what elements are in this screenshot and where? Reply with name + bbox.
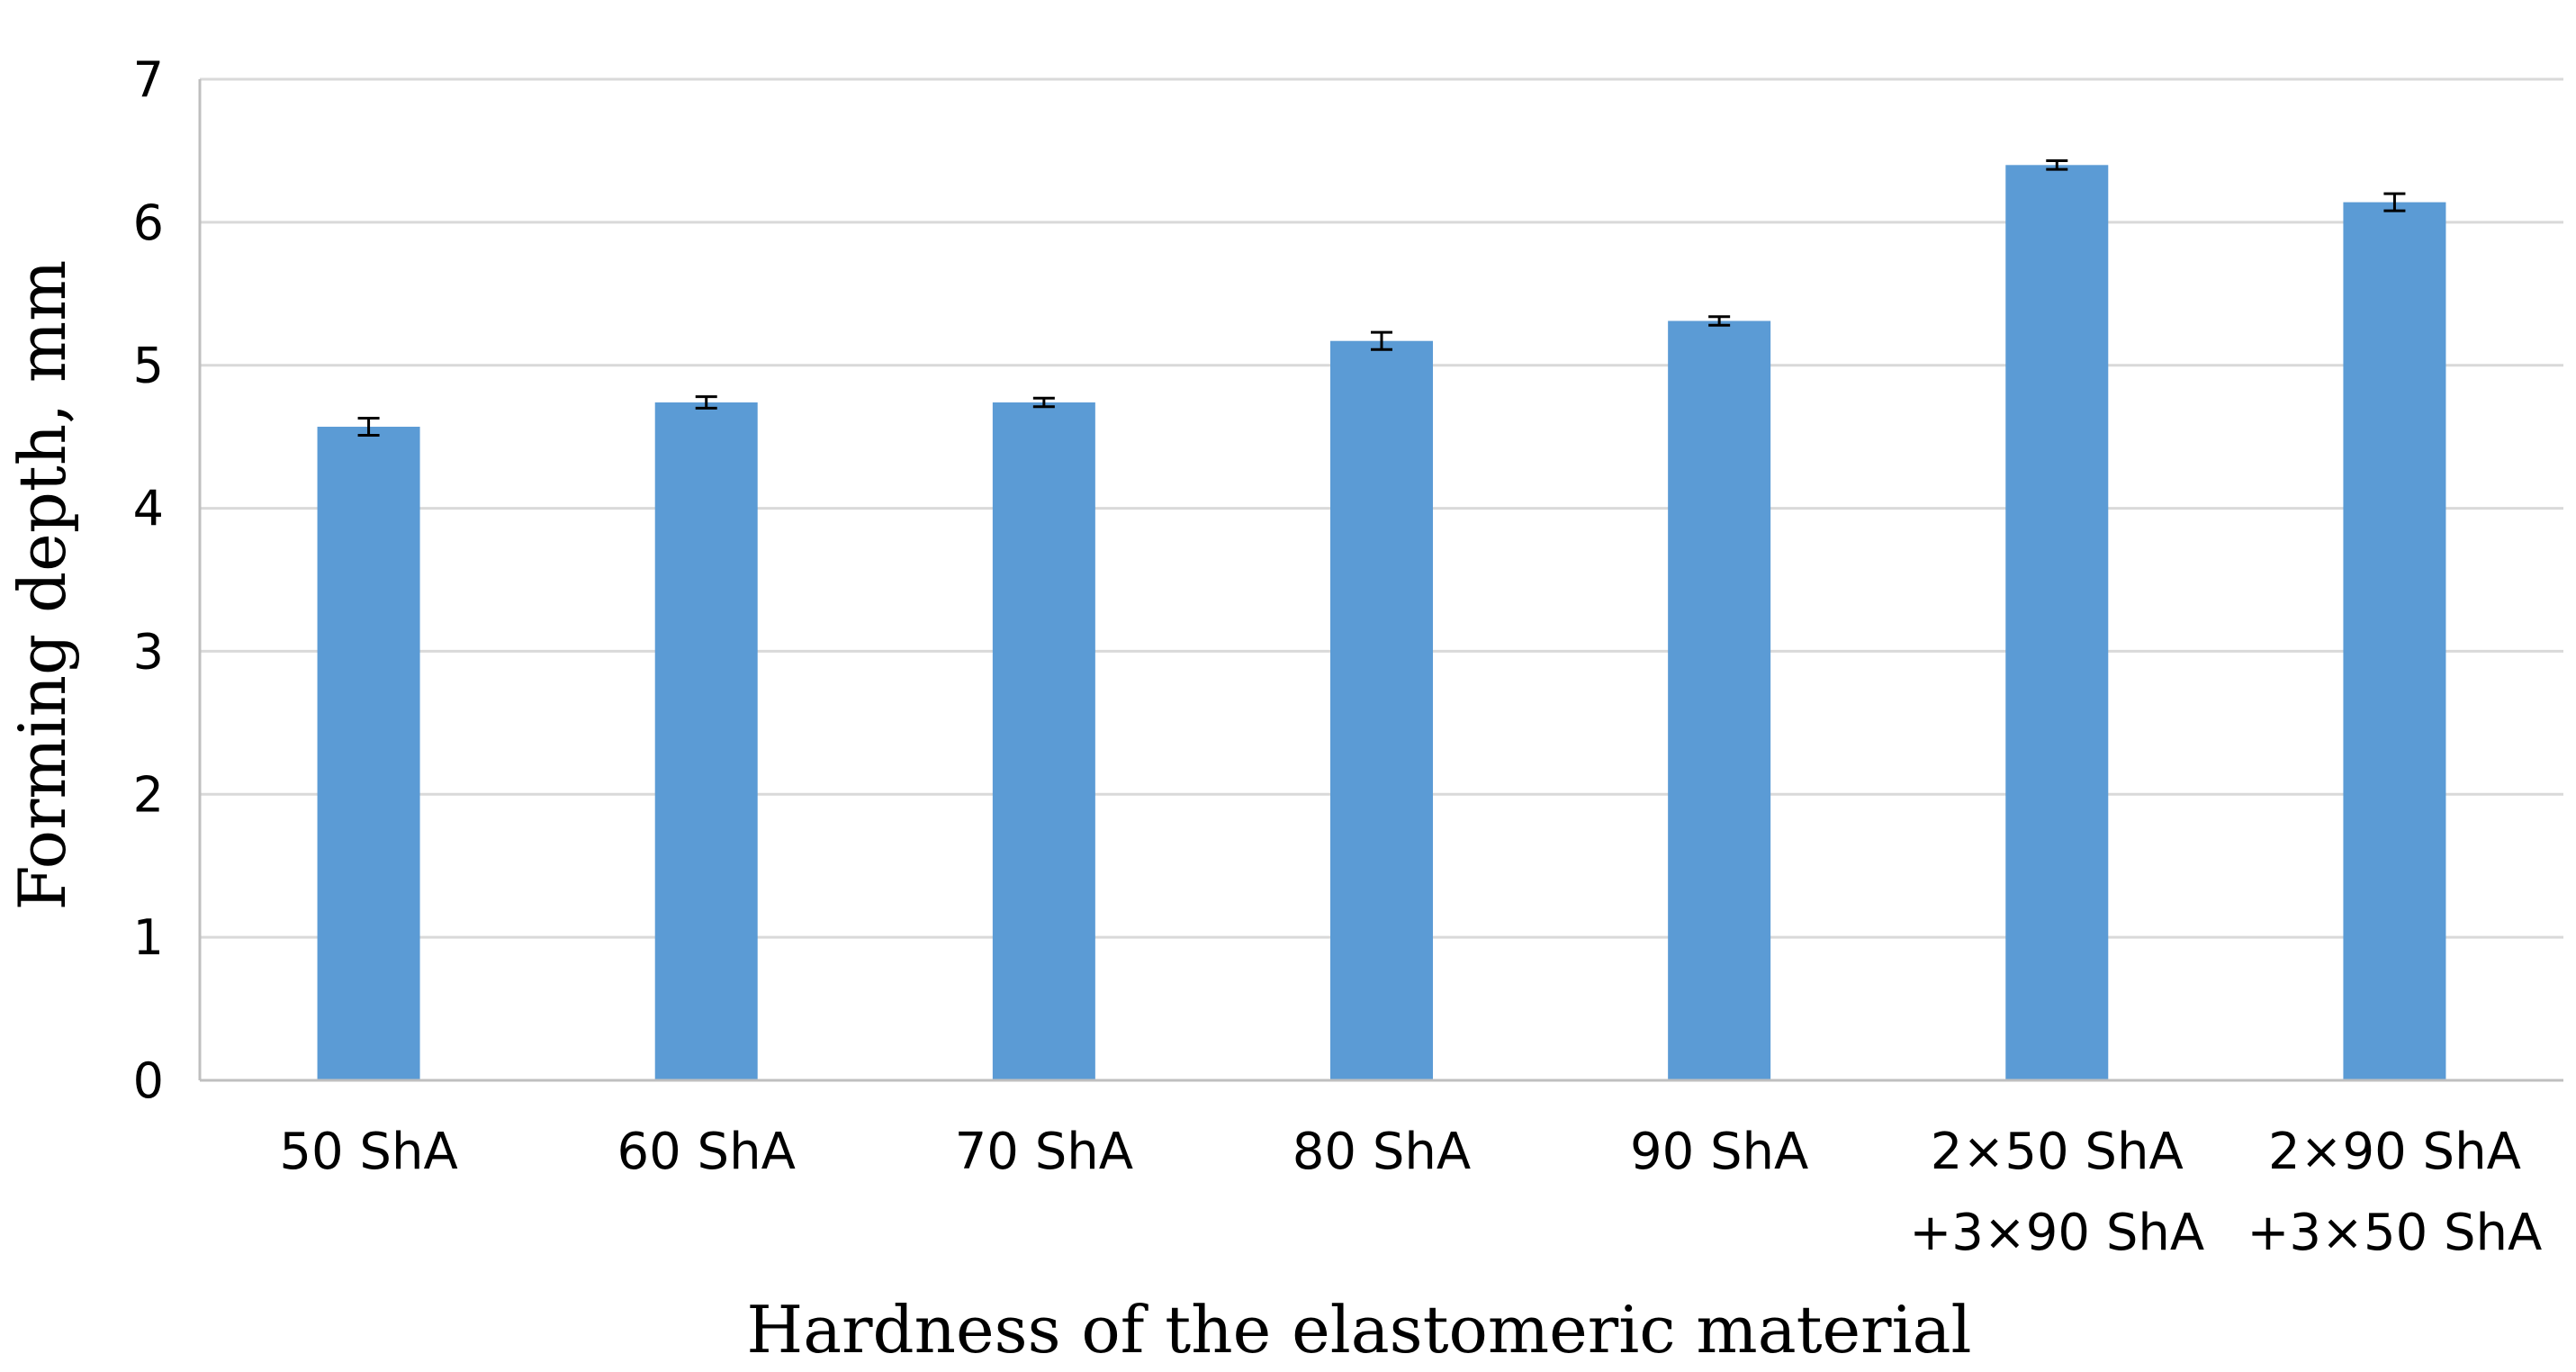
y-axis-title: Forming depth, mm	[5, 260, 80, 911]
bar	[992, 402, 1095, 1080]
axes	[198, 79, 2563, 1082]
bar	[1330, 340, 1433, 1080]
y-tick-label: 0	[133, 1052, 164, 1109]
x-tick-label: 50 ShA	[279, 1123, 457, 1181]
x-tick-label: 60 ShA	[617, 1123, 796, 1181]
y-tick-labels: 0 1 2 3 4 5 6 7	[133, 51, 164, 1109]
x-tick-label: 2×90 ShA	[2268, 1123, 2521, 1181]
y-tick-label: 7	[133, 51, 164, 108]
bar	[1668, 320, 1771, 1080]
y-tick-label: 5	[133, 338, 164, 394]
y-tick-label: 4	[133, 481, 164, 537]
x-tick-label: 90 ShA	[1630, 1123, 1808, 1181]
y-tick-label: 6	[133, 194, 164, 251]
bar	[2343, 202, 2446, 1081]
error-bars	[357, 159, 2406, 438]
x-tick-labels: 50 ShA 60 ShA 70 ShA 80 ShA 90 ShA 2×50 ShA +3…	[279, 1123, 2542, 1262]
bar	[654, 402, 758, 1080]
y-tick-label: 1	[133, 909, 164, 966]
x-tick-label: +3×90 ShA	[1909, 1204, 2204, 1262]
y-tick-label: 3	[133, 623, 164, 680]
bars	[317, 165, 2446, 1081]
bar	[2005, 165, 2109, 1081]
y-tick-label: 2	[133, 766, 164, 823]
x-tick-label: 80 ShA	[1293, 1123, 1471, 1181]
x-axis-title: Hardness of the elastomeric material	[746, 1292, 1971, 1367]
x-tick-label: 2×50 ShA	[1931, 1123, 2184, 1181]
x-tick-label: +3×50 ShA	[2247, 1204, 2542, 1262]
bar	[317, 427, 420, 1081]
x-tick-label: 70 ShA	[955, 1123, 1133, 1181]
